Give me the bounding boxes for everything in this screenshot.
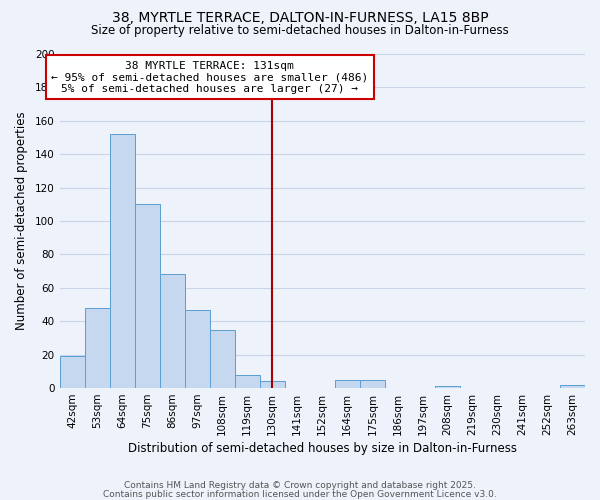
Text: Size of property relative to semi-detached houses in Dalton-in-Furness: Size of property relative to semi-detach… bbox=[91, 24, 509, 37]
Text: Contains public sector information licensed under the Open Government Licence v3: Contains public sector information licen… bbox=[103, 490, 497, 499]
Bar bbox=[110, 134, 134, 388]
Bar bbox=[59, 356, 85, 388]
Text: 38, MYRTLE TERRACE, DALTON-IN-FURNESS, LA15 8BP: 38, MYRTLE TERRACE, DALTON-IN-FURNESS, L… bbox=[112, 11, 488, 25]
Bar bbox=[560, 384, 585, 388]
Text: Contains HM Land Registry data © Crown copyright and database right 2025.: Contains HM Land Registry data © Crown c… bbox=[124, 481, 476, 490]
Bar bbox=[260, 382, 285, 388]
X-axis label: Distribution of semi-detached houses by size in Dalton-in-Furness: Distribution of semi-detached houses by … bbox=[128, 442, 517, 455]
Bar bbox=[85, 308, 110, 388]
Bar bbox=[209, 330, 235, 388]
Bar bbox=[235, 374, 260, 388]
Bar bbox=[435, 386, 460, 388]
Text: 38 MYRTLE TERRACE: 131sqm
← 95% of semi-detached houses are smaller (486)
5% of : 38 MYRTLE TERRACE: 131sqm ← 95% of semi-… bbox=[51, 60, 368, 94]
Bar bbox=[335, 380, 360, 388]
Bar bbox=[160, 274, 185, 388]
Bar bbox=[360, 380, 385, 388]
Bar bbox=[185, 310, 209, 388]
Y-axis label: Number of semi-detached properties: Number of semi-detached properties bbox=[15, 112, 28, 330]
Bar bbox=[134, 204, 160, 388]
